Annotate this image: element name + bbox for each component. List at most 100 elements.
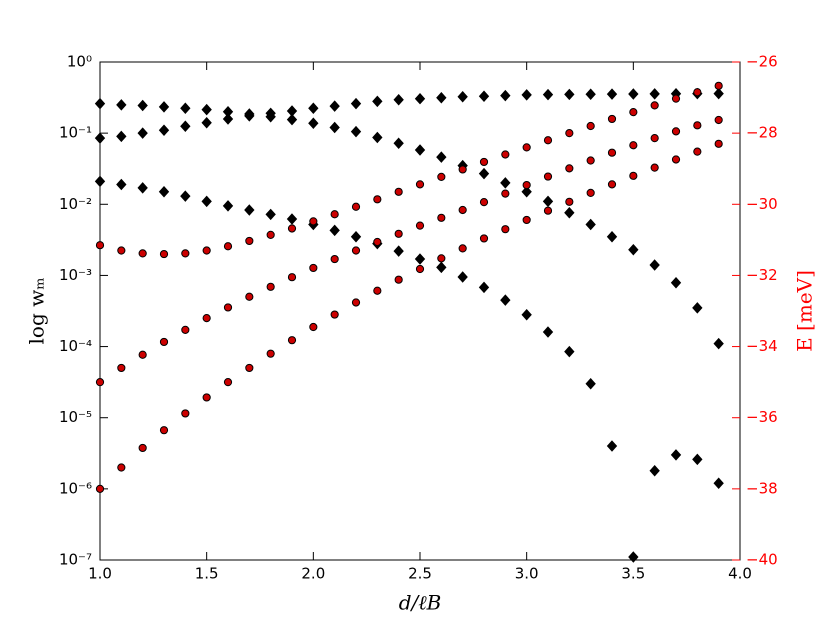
y2-tick-label: −32 xyxy=(746,266,778,284)
circle-point xyxy=(629,108,638,117)
diamond-point xyxy=(350,125,362,138)
y2-tick-label: −36 xyxy=(746,408,778,426)
circle-point xyxy=(522,180,531,190)
circle-point xyxy=(138,443,147,453)
diamond-point xyxy=(308,117,319,129)
circle-point xyxy=(351,202,361,211)
diamond-point xyxy=(457,271,468,283)
x-axis-label: d/ℓB xyxy=(399,591,442,615)
circle-point xyxy=(223,378,233,387)
diamond-point xyxy=(478,281,490,294)
diamond-point xyxy=(180,102,191,114)
circle-point xyxy=(117,363,126,373)
diamond-point xyxy=(564,207,575,219)
diamond-point xyxy=(414,92,426,105)
diamond-point xyxy=(201,103,212,116)
diamond-point xyxy=(542,195,554,208)
diamond-point xyxy=(286,113,298,126)
circle-point xyxy=(671,155,681,164)
diamond-point xyxy=(201,195,212,208)
diamond-point xyxy=(649,88,660,100)
circle-point xyxy=(565,129,574,138)
circle-point xyxy=(693,88,702,97)
diamond-point xyxy=(414,253,426,265)
y2-tick-label: −38 xyxy=(746,479,778,497)
circle-point xyxy=(479,157,489,167)
x-tick-label: 2.5 xyxy=(408,565,432,583)
y-tick-label: 10⁰ xyxy=(67,53,92,71)
circle-point xyxy=(159,426,169,435)
diamond-point xyxy=(500,89,511,102)
circle-point xyxy=(543,172,553,181)
diamond-point xyxy=(585,378,596,390)
circle-point xyxy=(714,81,723,90)
circle-point xyxy=(202,314,211,323)
circle-point xyxy=(650,101,659,110)
circle-point xyxy=(671,127,681,136)
circle-point xyxy=(287,273,297,282)
circle-point xyxy=(437,213,446,222)
diamond-point xyxy=(350,230,362,243)
circle-point xyxy=(138,350,147,359)
circle-point xyxy=(437,254,446,263)
x-tick-label: 1.5 xyxy=(195,565,219,583)
circle-point xyxy=(394,187,403,196)
circle-point xyxy=(458,244,467,253)
diamond-point xyxy=(116,178,127,191)
diamond-point xyxy=(670,449,682,461)
diamond-point xyxy=(649,464,660,477)
circle-point xyxy=(202,393,211,402)
circle-point xyxy=(607,148,617,157)
diamond-point xyxy=(222,200,234,212)
diamond-point xyxy=(116,99,127,111)
diamond-point xyxy=(244,204,255,216)
circle-point xyxy=(181,325,190,334)
diamond-point xyxy=(372,131,383,144)
x-tick-label: 1.0 xyxy=(88,565,112,583)
circle-point xyxy=(181,409,190,418)
y-tick-label: 10⁻³ xyxy=(59,266,92,284)
diamond-point xyxy=(585,88,596,101)
circle-point xyxy=(437,172,446,181)
circle-point xyxy=(586,188,595,198)
diamond-point xyxy=(137,127,148,139)
circle-point xyxy=(373,237,382,247)
circle-point xyxy=(309,263,318,273)
x-tick-label: 4.0 xyxy=(728,565,752,583)
circle-point xyxy=(309,322,318,332)
y-tick-label: 10⁻⁴ xyxy=(59,337,92,355)
diamond-point xyxy=(94,132,106,144)
circle-point xyxy=(394,229,403,238)
circle-point xyxy=(330,210,339,219)
circle-point xyxy=(501,189,510,198)
circle-point xyxy=(479,198,489,207)
circle-point xyxy=(202,246,211,255)
circle-point xyxy=(458,165,467,174)
circle-point xyxy=(223,242,233,251)
diamond-point xyxy=(692,302,703,314)
y2-tick-label: −34 xyxy=(746,337,778,355)
y2-tick-label: −30 xyxy=(746,195,778,213)
diamond-point xyxy=(436,151,447,163)
diamond-point xyxy=(606,440,618,452)
diamond-point xyxy=(158,101,170,113)
circle-point xyxy=(266,282,275,291)
circle-point xyxy=(693,147,702,156)
circle-point xyxy=(351,298,361,307)
diamond-point xyxy=(628,88,639,100)
circle-point xyxy=(245,292,254,301)
circle-point xyxy=(415,264,425,274)
diamond-point xyxy=(393,93,404,106)
circle-point xyxy=(671,94,681,103)
diamond-point xyxy=(628,243,639,256)
diamond-point xyxy=(158,124,170,136)
diamond-point xyxy=(457,90,468,103)
diamond-point xyxy=(286,213,298,225)
diamond-point xyxy=(436,91,447,104)
circle-point xyxy=(117,463,126,472)
y2-axis-label: E [meV] xyxy=(793,270,817,352)
diamond-point xyxy=(585,218,596,231)
diamond-point xyxy=(180,190,191,202)
diamond-point xyxy=(393,245,404,257)
